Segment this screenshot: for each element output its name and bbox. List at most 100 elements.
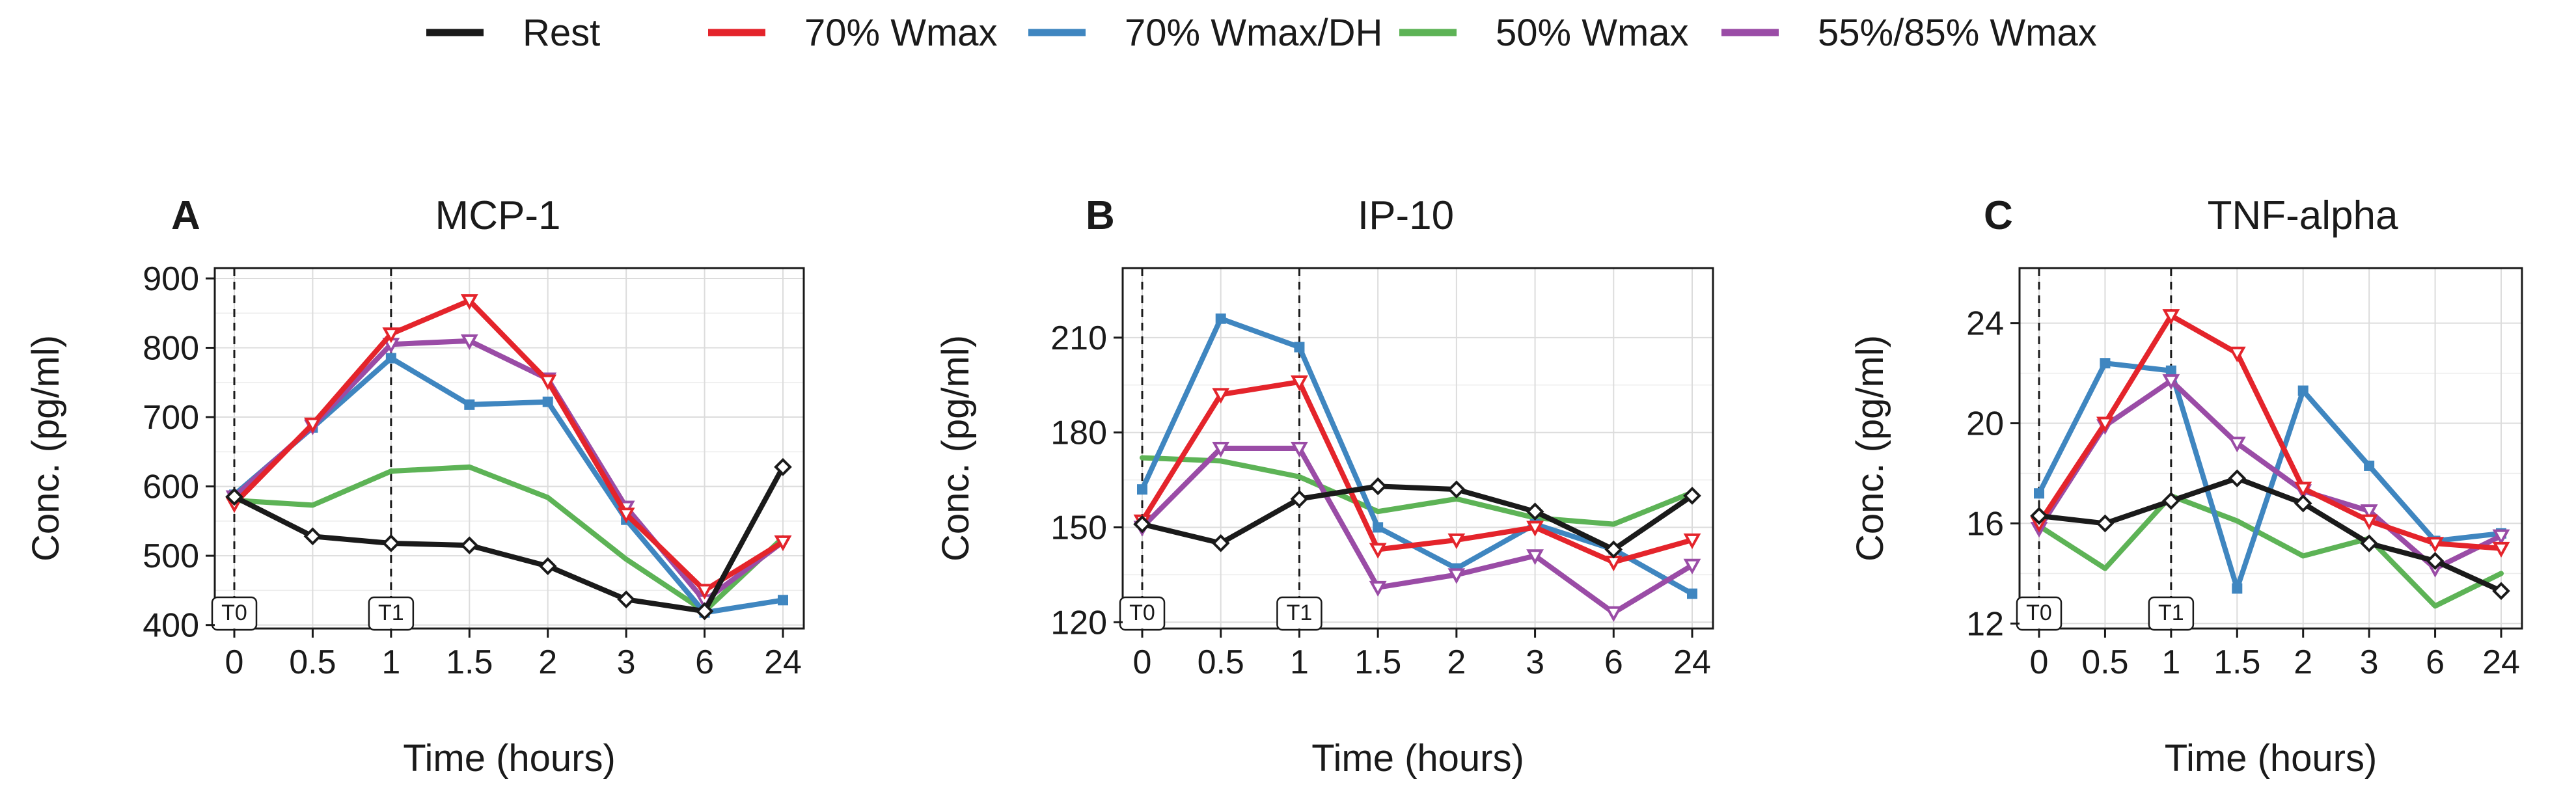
- chart-title: TNF-alpha: [2208, 193, 2398, 238]
- panel-c: T0 T1 12 16 20 24 0 0.5 1 1.5 2 3 6 24 C TNF-alpha Time …: [1849, 193, 2523, 779]
- data-point: [1683, 487, 1701, 505]
- data-point: [2228, 346, 2246, 362]
- data-point: [538, 557, 557, 575]
- x-tick-label: 0.5: [1198, 643, 1244, 681]
- time-marker-text: T1: [2158, 601, 2184, 625]
- series-3: [232, 464, 786, 614]
- data-point: [1291, 375, 1308, 392]
- x-tick-label: 0: [2030, 643, 2049, 681]
- legend-label: 70% Wmax: [804, 12, 998, 54]
- panel-a: T0 T1 400 500 600 700 800 900 0 0.5 1 1.5 2 3 6 24 A MCP-…: [25, 193, 805, 779]
- time-marker-label: T1: [368, 596, 415, 631]
- series-line: [232, 298, 786, 593]
- y-tick-label: 20: [1966, 405, 2004, 443]
- legend-item: 70% Wmax: [708, 12, 998, 54]
- x-tick-label: 1: [381, 643, 400, 681]
- chart-title: IP-10: [1358, 193, 1454, 238]
- time-marker-text: T0: [2026, 601, 2052, 625]
- y-tick-label: 120: [1050, 604, 1107, 642]
- data-point: [2162, 491, 2180, 510]
- data-point: [1604, 606, 1623, 622]
- data-point: [542, 396, 553, 407]
- series-3: [1140, 455, 1695, 527]
- data-point: [1447, 533, 1466, 550]
- data-point: [2492, 529, 2510, 545]
- data-point: [385, 353, 396, 364]
- legend-label: 50% Wmax: [1496, 12, 1689, 54]
- y-tick-label: 500: [143, 537, 199, 575]
- series-0: [1133, 477, 1701, 559]
- data-point: [464, 399, 475, 410]
- data-point: [382, 327, 400, 344]
- data-point: [1137, 484, 1147, 495]
- x-tick-label: 3: [1526, 643, 1544, 681]
- panel-b: T0 T1 120 150 180 210 0 0.5 1 1.5 2 3 6 24 B IP-10 Time …: [935, 193, 1714, 779]
- x-tick-label: 0: [1133, 643, 1152, 681]
- legend-label: 55%/85% Wmax: [1818, 12, 2097, 54]
- data-point: [1369, 580, 1387, 597]
- series-0: [2030, 469, 2510, 601]
- time-marker-label: T0: [2016, 596, 2062, 631]
- data-point: [774, 457, 792, 476]
- y-tick-label: 210: [1050, 319, 1107, 357]
- y-tick-label: 900: [143, 260, 199, 298]
- data-point: [1212, 388, 1230, 404]
- y-tick-label: 400: [143, 607, 199, 645]
- series-line: [1140, 455, 1695, 527]
- time-marker-text: T1: [378, 601, 404, 625]
- x-tick-label: 0.5: [2081, 643, 2128, 681]
- legend: Rest 70% Wmax 70% Wmax/DH 50% Wmax 55%/85% W…: [426, 12, 2097, 54]
- legend-item: Rest: [426, 12, 600, 54]
- grid: [215, 268, 804, 629]
- legend-item: 50% Wmax: [1399, 12, 1689, 54]
- data-point: [778, 595, 788, 606]
- y-tick-label: 150: [1050, 509, 1107, 547]
- x-tick-label: 24: [1673, 643, 1711, 681]
- legend-label: Rest: [523, 12, 600, 54]
- data-point: [2228, 469, 2247, 487]
- x-tick-label: 2: [2294, 643, 2312, 681]
- y-tick-label: 800: [143, 330, 199, 368]
- x-tick-label: 6: [695, 643, 714, 681]
- y-tick-label: 700: [143, 399, 199, 437]
- data-point: [2426, 537, 2444, 553]
- time-marker-text: T0: [221, 601, 247, 625]
- data-point: [2162, 309, 2180, 325]
- y-axis-label: Conc. (pg/ml): [1849, 335, 1891, 562]
- data-point: [1133, 515, 1151, 534]
- legend-item: 55%/85% Wmax: [1721, 12, 2097, 54]
- data-point: [2364, 460, 2375, 471]
- plot-frame: [1121, 267, 1714, 630]
- series-0: [225, 457, 792, 621]
- data-point: [696, 584, 713, 600]
- x-tick-label: 0.5: [289, 643, 336, 681]
- data-point: [304, 417, 322, 433]
- data-point: [2294, 494, 2312, 513]
- x-tick-label: 1.5: [2213, 643, 2260, 681]
- x-tick-label: 1.5: [1354, 643, 1401, 681]
- data-point: [1683, 558, 1701, 575]
- time-marker-label: T1: [1276, 596, 1322, 631]
- series-1: [2030, 309, 2510, 558]
- data-point: [2162, 374, 2180, 390]
- data-point: [2165, 365, 2176, 376]
- data-point: [2360, 504, 2378, 521]
- chart-title: MCP-1: [435, 193, 561, 238]
- data-point: [1369, 543, 1387, 559]
- data-point: [2100, 358, 2111, 369]
- series-line: [2036, 493, 2504, 609]
- series-line: [2036, 313, 2504, 551]
- x-tick-label: 24: [764, 643, 802, 681]
- legend-label: 70% Wmax/DH: [1125, 12, 1382, 54]
- data-point: [1215, 313, 1226, 324]
- data-point: [382, 534, 400, 552]
- data-point: [1604, 540, 1623, 559]
- x-tick-label: 24: [2482, 643, 2520, 681]
- series-3: [2036, 493, 2504, 609]
- data-point: [2360, 514, 2378, 530]
- time-marker-label: T1: [2148, 596, 2195, 631]
- data-point: [2297, 385, 2309, 396]
- y-tick-label: 180: [1050, 414, 1107, 452]
- y-tick-label: 24: [1966, 305, 2004, 343]
